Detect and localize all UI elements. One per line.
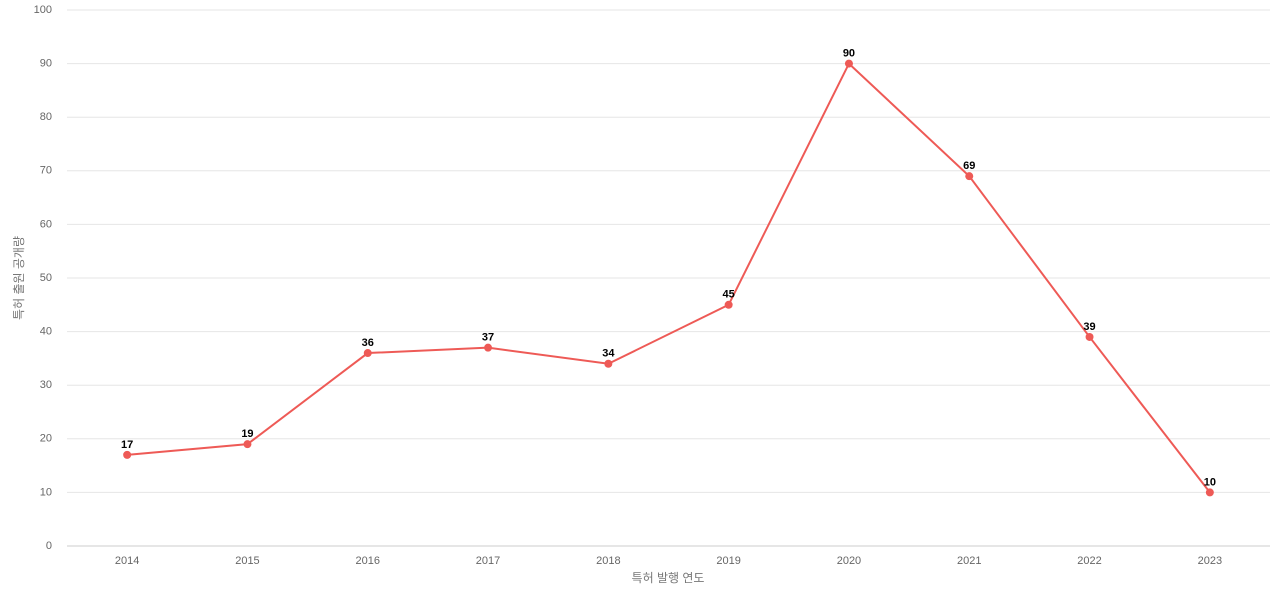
- x-tick-label: 2019: [716, 555, 740, 567]
- x-tick-label: 2022: [1077, 555, 1101, 567]
- data-label: 39: [1083, 321, 1095, 333]
- data-label: 19: [241, 428, 253, 440]
- y-tick-label: 70: [40, 165, 52, 177]
- y-axis-label: 특허 출원 공개량: [12, 236, 26, 320]
- point: [844, 59, 853, 68]
- point: [604, 359, 613, 368]
- y-tick-label: 90: [40, 58, 52, 70]
- data-label: 37: [482, 332, 494, 344]
- point: [1205, 488, 1214, 497]
- y-tick-label: 50: [40, 272, 52, 284]
- point: [484, 343, 493, 352]
- y-tick-label: 80: [40, 111, 52, 123]
- data-label: 17: [121, 439, 133, 451]
- x-tick-label: 2017: [476, 555, 500, 567]
- y-tick-label: 30: [40, 379, 52, 391]
- x-tick-label: 2016: [356, 555, 380, 567]
- data-label: 10: [1204, 476, 1216, 488]
- data-label: 34: [602, 348, 615, 360]
- data-label: 45: [723, 289, 735, 301]
- y-tick-label: 10: [40, 486, 52, 498]
- y-tick-label: 100: [34, 4, 52, 16]
- point: [965, 172, 974, 181]
- line: [127, 61, 1211, 494]
- data-label: 90: [843, 48, 855, 60]
- point: [1085, 332, 1094, 341]
- data-label: 69: [963, 160, 975, 172]
- point: [724, 300, 733, 309]
- y-tick-label: 0: [46, 540, 52, 552]
- data-label: 36: [362, 337, 374, 349]
- x-axis-label: 특허 발행 연도: [632, 570, 705, 585]
- x-tick-label: 2023: [1198, 555, 1222, 567]
- x-tick-label: 2020: [837, 555, 861, 567]
- x-tick-label: 2021: [957, 555, 981, 567]
- y-tick-label: 40: [40, 326, 52, 338]
- point: [243, 440, 252, 449]
- point: [363, 349, 372, 358]
- y-tick-label: 60: [40, 218, 52, 230]
- point: [123, 450, 132, 459]
- x-tick-label: 2015: [235, 555, 259, 567]
- x-tick-label: 2018: [596, 555, 620, 567]
- x-tick-label: 2014: [115, 555, 139, 567]
- y-tick-label: 20: [40, 433, 52, 445]
